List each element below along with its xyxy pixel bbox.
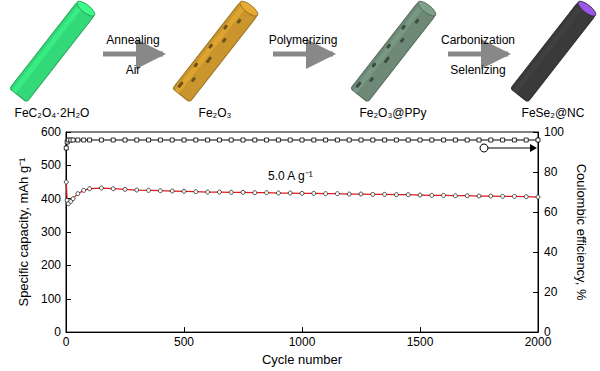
svg-text:Fe₂O₃: Fe₂O₃ bbox=[199, 106, 232, 120]
svg-text:100: 100 bbox=[41, 292, 61, 306]
svg-text:300: 300 bbox=[41, 225, 61, 239]
svg-text:Polymerizing: Polymerizing bbox=[269, 33, 338, 47]
svg-text:FeSe₂@NC: FeSe₂@NC bbox=[522, 106, 585, 120]
svg-text:Air: Air bbox=[126, 63, 141, 77]
svg-text:5.0 A g⁻¹: 5.0 A g⁻¹ bbox=[268, 169, 313, 183]
svg-text:100: 100 bbox=[544, 125, 564, 139]
svg-text:2000: 2000 bbox=[525, 335, 552, 349]
svg-text:80: 80 bbox=[544, 165, 558, 179]
svg-text:600: 600 bbox=[41, 125, 61, 139]
svg-text:0: 0 bbox=[54, 325, 61, 339]
svg-text:Selenizing: Selenizing bbox=[450, 63, 505, 77]
svg-text:200: 200 bbox=[41, 258, 61, 272]
svg-text:FeC₂O₄·2H₂O: FeC₂O₄·2H₂O bbox=[15, 106, 90, 120]
svg-text:500: 500 bbox=[174, 335, 194, 349]
svg-text:40: 40 bbox=[544, 245, 558, 259]
svg-text:20: 20 bbox=[544, 285, 558, 299]
svg-text:60: 60 bbox=[544, 205, 558, 219]
svg-text:0: 0 bbox=[63, 335, 70, 349]
svg-text:Annealing: Annealing bbox=[106, 33, 159, 47]
svg-text:Cycle number: Cycle number bbox=[262, 352, 343, 367]
svg-text:1500: 1500 bbox=[407, 335, 434, 349]
svg-text:500: 500 bbox=[41, 158, 61, 172]
svg-text:Carbonization: Carbonization bbox=[441, 33, 515, 47]
svg-text:Specific capacity, mAh g⁻¹: Specific capacity, mAh g⁻¹ bbox=[16, 157, 31, 307]
svg-text:Fe₂O₃@PPy: Fe₂O₃@PPy bbox=[359, 106, 426, 120]
svg-text:1000: 1000 bbox=[289, 335, 316, 349]
svg-text:0: 0 bbox=[544, 325, 551, 340]
svg-text:400: 400 bbox=[41, 192, 61, 206]
svg-text:Coulombic efficiency, %: Coulombic efficiency, % bbox=[574, 164, 589, 301]
